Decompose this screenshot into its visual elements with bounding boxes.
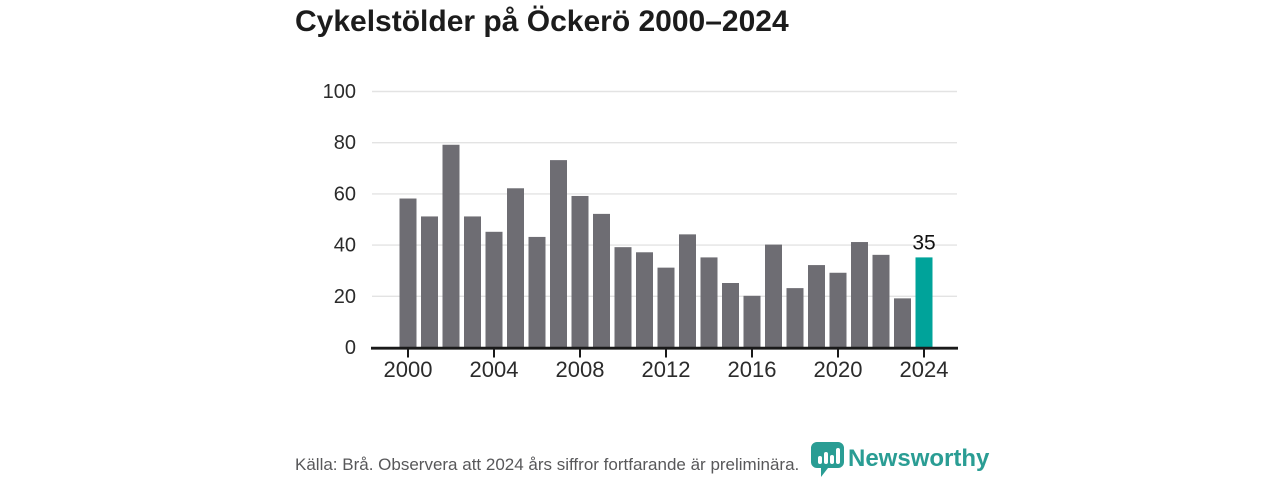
bar-2015	[722, 283, 739, 347]
x-tick-label: 2016	[728, 357, 777, 382]
bar-2010	[614, 247, 632, 347]
x-tick-label: 2004	[470, 357, 519, 382]
bar-2007	[550, 160, 567, 347]
bar-2024	[915, 257, 933, 347]
y-tick-label: 0	[345, 337, 356, 359]
bar-2014	[700, 257, 718, 347]
bar-2012	[657, 267, 675, 347]
bar-2008	[571, 195, 589, 347]
y-tick-label: 60	[334, 183, 356, 205]
bar-2011	[636, 252, 653, 347]
bar-2020	[829, 272, 847, 347]
bar-2017	[765, 244, 782, 347]
bar-2023	[894, 298, 911, 347]
bar-2021	[851, 242, 868, 347]
y-tick-label: 40	[334, 235, 356, 257]
bar-2009	[593, 213, 610, 347]
newsworthy-brand-label: Newsworthy	[848, 445, 990, 472]
bar-2005	[507, 188, 524, 347]
x-tick-label: 2000	[384, 357, 433, 382]
bar-2004	[485, 231, 503, 347]
y-tick-label: 100	[323, 81, 356, 103]
chart-title: Cykelstölder på Öckerö 2000–2024	[295, 5, 789, 38]
y-tick-label: 80	[334, 132, 356, 154]
bar-2006	[528, 236, 546, 347]
x-tick-label: 2012	[642, 357, 691, 382]
bar-2001	[421, 216, 438, 347]
bar-2003	[464, 216, 481, 347]
y-tick-label: 20	[334, 286, 356, 308]
x-tick-label: 2020	[814, 357, 863, 382]
x-tick-label: 2024	[900, 357, 949, 382]
newsworthy-logo: Newsworthy	[810, 441, 989, 479]
bar-2000	[399, 198, 417, 347]
bar-2016	[743, 295, 761, 347]
bar-2013	[679, 234, 696, 347]
newsworthy-speech-bubble-bar-chart-icon	[811, 442, 844, 477]
source-note: Källa: Brå. Observera att 2024 års siffr…	[295, 455, 800, 474]
bar-2002	[442, 144, 460, 347]
value-label: 35	[912, 231, 935, 254]
x-tick-label: 2008	[556, 357, 605, 382]
bar-2022	[872, 254, 890, 347]
bar-2019	[808, 265, 825, 347]
bar-2018	[786, 288, 804, 347]
